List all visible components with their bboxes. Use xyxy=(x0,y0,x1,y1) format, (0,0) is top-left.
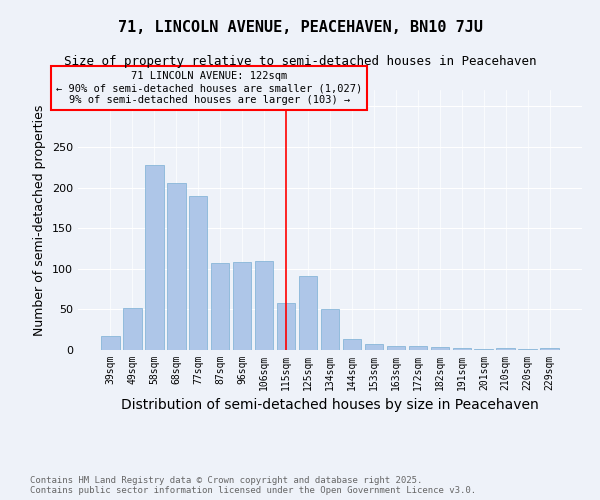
Bar xyxy=(452,348,471,350)
Text: Contains HM Land Registry data © Crown copyright and database right 2025.
Contai: Contains HM Land Registry data © Crown c… xyxy=(30,476,476,495)
Bar xyxy=(233,262,251,350)
Bar xyxy=(475,349,493,350)
Bar xyxy=(409,346,427,350)
Bar xyxy=(320,308,340,350)
Text: 71 LINCOLN AVENUE: 122sqm
← 90% of semi-detached houses are smaller (1,027)
9% o: 71 LINCOLN AVENUE: 122sqm ← 90% of semi-… xyxy=(56,72,362,104)
Bar xyxy=(365,344,383,350)
Y-axis label: Number of semi-detached properties: Number of semi-detached properties xyxy=(34,104,46,336)
Bar xyxy=(496,348,515,350)
Bar xyxy=(167,184,185,350)
Bar xyxy=(343,338,361,350)
Bar xyxy=(101,336,119,350)
Bar xyxy=(299,276,317,350)
Bar xyxy=(518,349,537,350)
Bar xyxy=(211,263,229,350)
Bar xyxy=(255,260,274,350)
Text: Size of property relative to semi-detached houses in Peacehaven: Size of property relative to semi-detach… xyxy=(64,55,536,68)
Bar xyxy=(189,196,208,350)
Bar xyxy=(145,165,164,350)
Text: 71, LINCOLN AVENUE, PEACEHAVEN, BN10 7JU: 71, LINCOLN AVENUE, PEACEHAVEN, BN10 7JU xyxy=(118,20,482,35)
Bar xyxy=(123,308,142,350)
Bar xyxy=(386,346,405,350)
Bar xyxy=(541,348,559,350)
X-axis label: Distribution of semi-detached houses by size in Peacehaven: Distribution of semi-detached houses by … xyxy=(121,398,539,412)
Bar xyxy=(277,303,295,350)
Bar xyxy=(431,347,449,350)
